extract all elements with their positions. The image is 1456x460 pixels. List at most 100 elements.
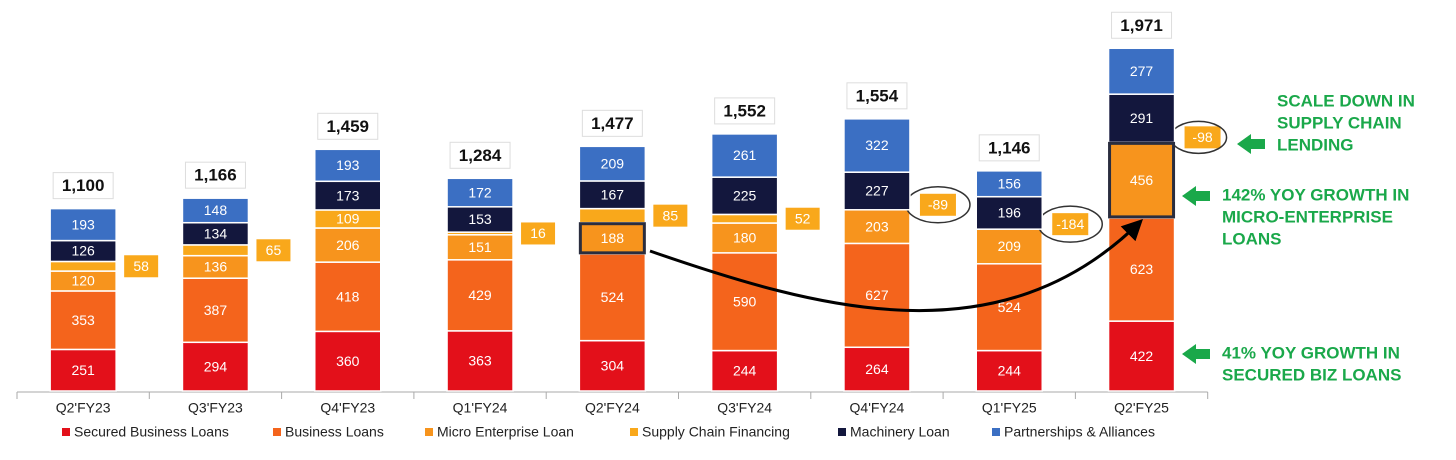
- bar-segment: [710, 222, 779, 254]
- bar-segment: [710, 349, 779, 392]
- x-tick-label: Q1'FY25: [982, 400, 1037, 416]
- value-label: 418: [336, 288, 360, 304]
- negative-label-box: [1052, 213, 1089, 236]
- value-label: 173: [336, 187, 360, 203]
- value-label: 429: [468, 287, 492, 303]
- bar-segment: [314, 261, 382, 333]
- value-label: 623: [1130, 261, 1154, 277]
- value-label: 264: [865, 361, 889, 377]
- bar-segment: [1107, 47, 1176, 95]
- total-box: [846, 82, 908, 110]
- value-label: 136: [204, 259, 228, 275]
- value-label: 590: [733, 293, 757, 309]
- side-label-box: [124, 255, 159, 278]
- value-label: 193: [336, 157, 360, 173]
- value-label: 277: [1130, 63, 1154, 79]
- value-label: 209: [998, 238, 1022, 254]
- bar-segment: [578, 145, 647, 182]
- total-box: [52, 172, 114, 200]
- legend-swatch: [838, 428, 846, 436]
- value-label: 304: [601, 358, 625, 374]
- value-label: 261: [733, 147, 757, 163]
- value-label: 363: [468, 353, 492, 369]
- bar-segment: [975, 263, 1043, 352]
- bar-segment: [1107, 93, 1176, 144]
- x-tick-label: Q2'FY23: [56, 400, 111, 416]
- legend-swatch: [62, 428, 70, 436]
- bar-segment: [181, 244, 250, 257]
- bar-segment: [710, 176, 779, 216]
- total-label: 1,100: [62, 176, 105, 195]
- value-label: 422: [1130, 348, 1154, 364]
- total-label: 1,554: [856, 86, 899, 105]
- x-tick-label: Q3'FY24: [717, 400, 772, 416]
- legend-swatch: [273, 428, 281, 436]
- value-label: 196: [998, 205, 1022, 221]
- growth-arrow: [649, 219, 1143, 313]
- value-label: 172: [468, 184, 492, 200]
- bar-segment: [446, 330, 514, 392]
- value-label: -184: [1056, 216, 1084, 232]
- x-tick-label: Q4'FY23: [320, 400, 375, 416]
- total-box: [449, 141, 511, 169]
- value-label: 85: [663, 207, 679, 223]
- bar-segment: [446, 234, 514, 261]
- total-label: 1,166: [194, 166, 237, 185]
- value-label: 227: [865, 183, 889, 199]
- annotation-arrow: [1182, 186, 1210, 206]
- total-label: 1,284: [459, 146, 502, 165]
- bar-segment: [710, 213, 779, 224]
- value-label: 52: [795, 210, 811, 226]
- value-label: 209: [601, 155, 625, 171]
- bar-segment: [843, 118, 911, 173]
- value-label: 167: [601, 186, 625, 202]
- annotation: SCALE DOWN IN: [1277, 91, 1415, 110]
- side-label-box: [653, 204, 688, 227]
- total-box: [714, 97, 776, 125]
- bar-segment: [975, 349, 1043, 392]
- negative-label-box: [919, 193, 956, 216]
- value-label: 206: [336, 237, 360, 253]
- bar-segment: [446, 206, 514, 233]
- bar-segment: [181, 197, 250, 224]
- bar-segment: [314, 227, 382, 263]
- annotation: SECURED BIZ LOANS: [1222, 365, 1401, 384]
- value-label: 360: [336, 353, 360, 369]
- value-label: 456: [1130, 172, 1154, 188]
- highlight-box: [1108, 141, 1176, 219]
- value-label: 180: [733, 230, 757, 246]
- highlight-box: [578, 222, 646, 255]
- value-label: 193: [71, 216, 95, 232]
- legend-label: Partnerships & Alliances: [1004, 424, 1155, 440]
- value-label: 244: [733, 362, 757, 378]
- bar-segment: [975, 170, 1043, 198]
- bar-segment: [49, 348, 117, 392]
- annotation-arrow: [1237, 134, 1265, 154]
- value-label: 65: [266, 242, 282, 258]
- side-label-box: [256, 239, 291, 262]
- bar-segment: [49, 207, 117, 242]
- bar-segment: [710, 252, 779, 352]
- side-label-box: [785, 207, 820, 230]
- total-box: [978, 134, 1040, 162]
- value-label: 322: [865, 137, 889, 153]
- value-label: 291: [1130, 110, 1154, 126]
- total-label: 1,552: [723, 101, 766, 120]
- value-label: 203: [865, 218, 889, 234]
- legend-swatch: [630, 428, 638, 436]
- total-box: [581, 109, 643, 137]
- annotation: LOANS: [1222, 229, 1282, 248]
- bar-segment: [49, 260, 117, 272]
- value-label: 387: [204, 302, 228, 318]
- value-label: 16: [530, 225, 546, 241]
- bar-segment: [843, 242, 911, 349]
- total-label: 1,477: [591, 114, 634, 133]
- value-label: -98: [1192, 129, 1212, 145]
- x-tick-label: Q4'FY24: [850, 400, 905, 416]
- bar-segment: [181, 341, 250, 392]
- value-label: 524: [998, 299, 1022, 315]
- bar-segment: [1107, 320, 1176, 392]
- total-label: 1,459: [326, 117, 369, 136]
- annotation: MICRO-ENTERPRISE: [1222, 207, 1393, 226]
- legend-swatch: [425, 428, 433, 436]
